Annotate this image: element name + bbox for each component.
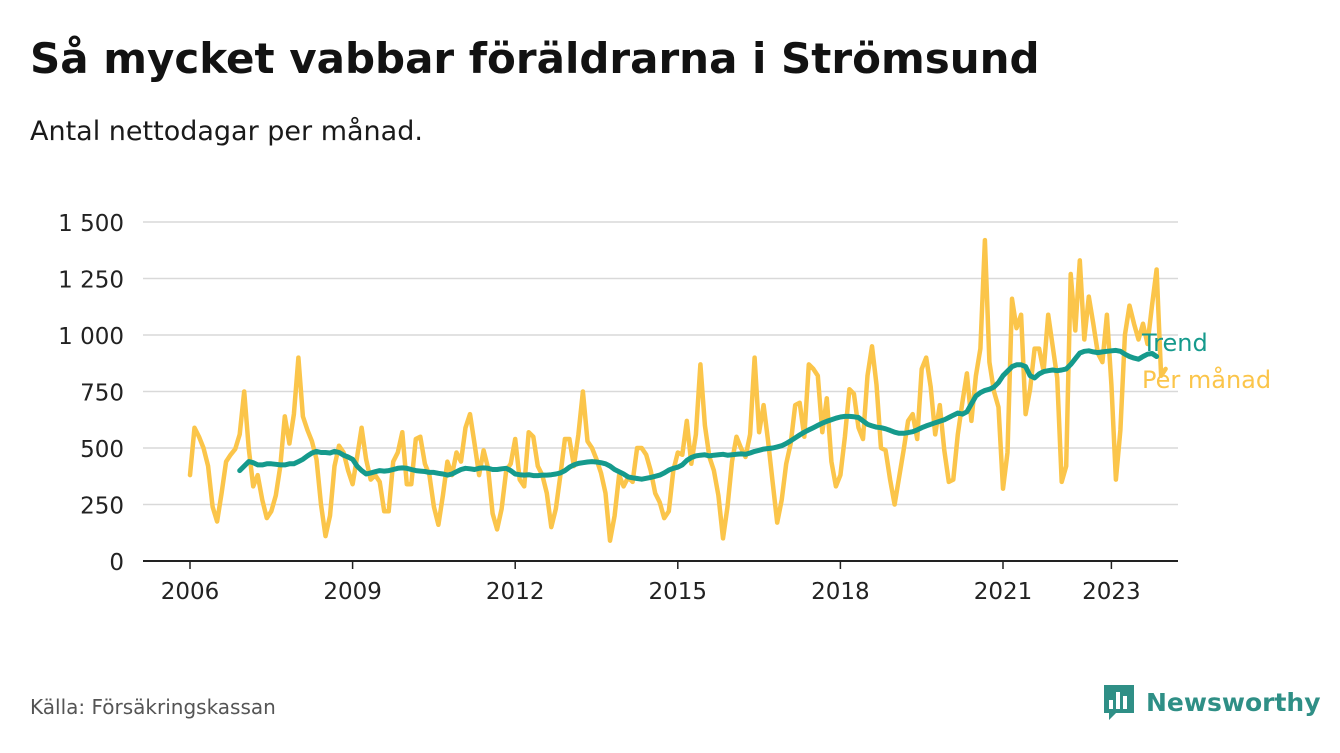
brand-logo[interactable]: Newsworthy	[1102, 683, 1321, 721]
series-lines	[187, 237, 1168, 543]
y-tick-label: 1 500	[58, 211, 124, 237]
y-tick-label: 750	[80, 381, 124, 407]
x-tick-label: 2021	[974, 579, 1033, 605]
y-tick-label: 500	[80, 437, 124, 463]
series-label-per-manad: Per månad	[1142, 365, 1271, 394]
x-tick-label: 2023	[1082, 579, 1141, 605]
page-subtitle: Antal nettodagar per månad.	[30, 116, 423, 147]
y-axis-ticks: 0 250 500 750 1 000 1 250 1 500	[58, 211, 124, 576]
y-tick-label: 0	[109, 550, 124, 576]
series-line-per-manad	[187, 237, 1168, 543]
x-tick-label: 2018	[811, 579, 870, 605]
series-label-trend: Trend	[1141, 329, 1208, 357]
x-tick-label: 2009	[323, 579, 382, 605]
y-tick-label: 250	[80, 494, 124, 520]
x-tick-label: 2015	[649, 579, 708, 605]
brand-name: Newsworthy	[1146, 687, 1321, 717]
y-tick-label: 1 250	[58, 268, 124, 294]
y-tick-label: 1 000	[58, 324, 124, 350]
x-tick-label: 2006	[161, 579, 220, 605]
page-title: Så mycket vabbar föräldrarna i Strömsund	[30, 34, 1040, 83]
series-line-trend	[237, 347, 1160, 482]
x-axis-ticks: 2006 2009 2012 2015 2018 2021 2023	[143, 560, 1178, 605]
x-tick-label: 2012	[486, 579, 545, 605]
bar-chart-speech-bubble-icon	[1104, 685, 1134, 720]
series-labels: Trend Per månad	[1141, 329, 1271, 394]
source-note: Källa: Försäkringskassan	[30, 695, 276, 719]
